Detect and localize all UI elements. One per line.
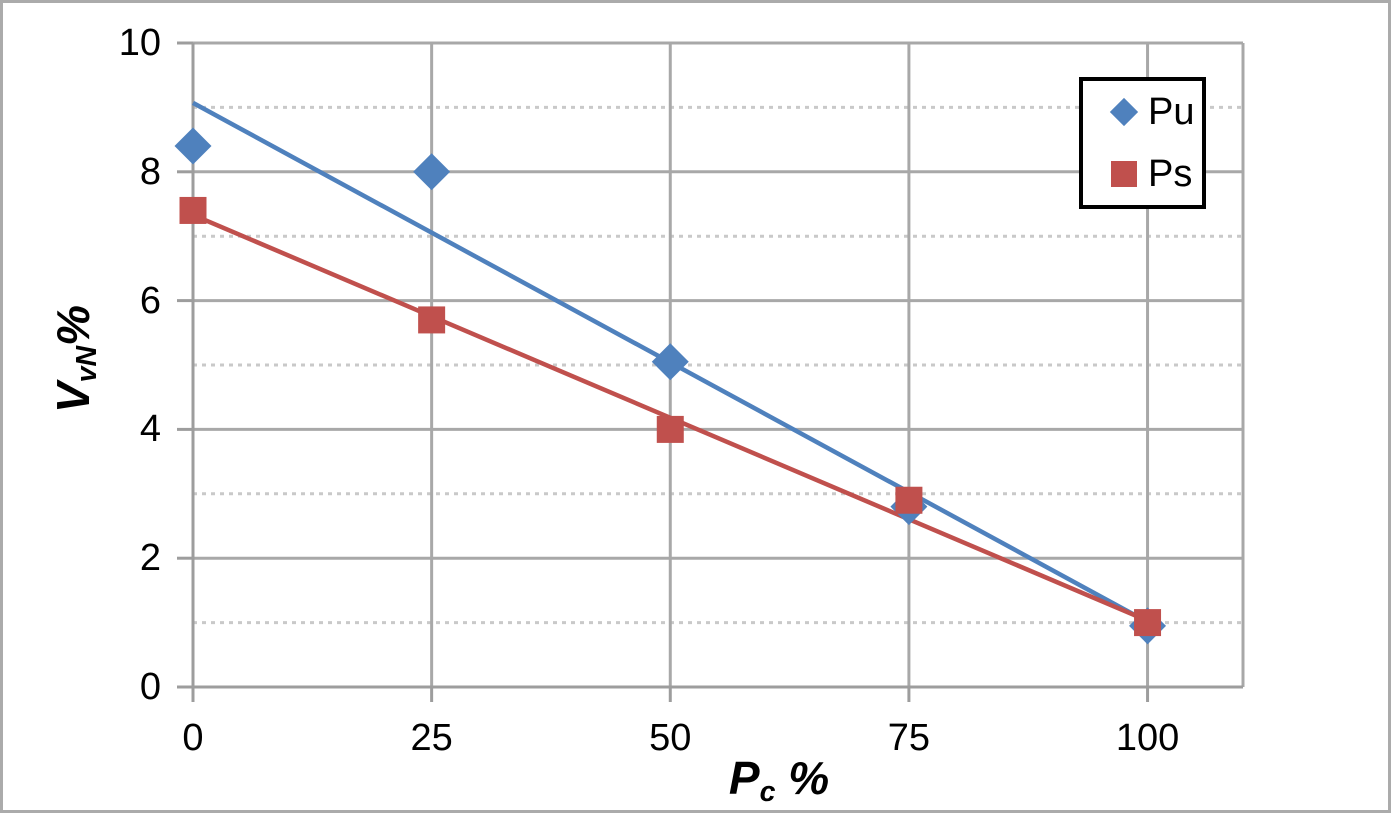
x-tick-label: 100 bbox=[1115, 717, 1180, 759]
y-tick-label: 10 bbox=[118, 22, 161, 64]
data-point-ps bbox=[418, 306, 446, 334]
legend: Pu Ps bbox=[1079, 77, 1206, 209]
x-tick-label: 0 bbox=[182, 717, 204, 759]
legend-entry-pu: Pu bbox=[1083, 81, 1202, 143]
square-icon bbox=[1111, 161, 1137, 187]
x-axis-title: Pc % bbox=[728, 751, 830, 809]
y-axis-title: VvN% bbox=[46, 304, 104, 414]
x-axis-title-sub: c bbox=[759, 776, 776, 809]
y-tick-label: 2 bbox=[139, 537, 161, 580]
y-tick-label: 6 bbox=[139, 279, 161, 322]
data-point-ps bbox=[179, 196, 207, 224]
legend-entry-ps: Ps bbox=[1083, 143, 1202, 205]
x-tick-label: 75 bbox=[887, 717, 931, 759]
x-axis-title-suffix: % bbox=[788, 752, 830, 804]
plot-area bbox=[174, 41, 1245, 702]
y-axis-title-sub: vN bbox=[71, 345, 104, 383]
legend-label-pu: Pu bbox=[1148, 90, 1195, 133]
y-axis-title-suffix: % bbox=[47, 304, 99, 346]
data-point-pu bbox=[651, 343, 689, 381]
y-tick-label: 8 bbox=[139, 150, 161, 193]
y-tick-label: 0 bbox=[139, 666, 161, 708]
data-point-pu bbox=[174, 127, 212, 165]
y-tick-label: 4 bbox=[139, 408, 161, 451]
data-point-ps bbox=[656, 415, 684, 443]
x-tick-label: 50 bbox=[649, 717, 692, 759]
data-point-ps bbox=[895, 486, 923, 514]
x-axis-title-main: P bbox=[728, 752, 760, 804]
data-point-ps bbox=[1134, 609, 1162, 637]
data-point-pu bbox=[413, 153, 451, 191]
diamond-icon bbox=[1109, 97, 1139, 127]
x-tick-label: 25 bbox=[410, 717, 453, 759]
y-axis-title-main: V bbox=[47, 382, 99, 414]
legend-label-ps: Ps bbox=[1148, 152, 1193, 195]
